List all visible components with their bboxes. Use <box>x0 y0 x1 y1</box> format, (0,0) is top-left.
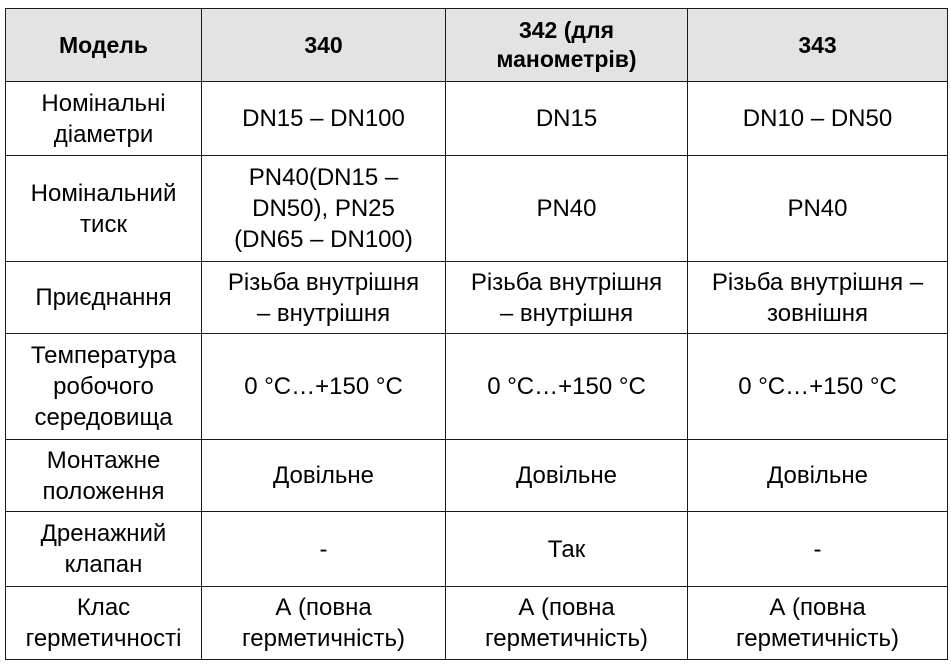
table-cell: PN40 <box>687 155 948 262</box>
table-cell: 0 °С…+150 °С <box>201 333 446 440</box>
table-row-temperature: Температура робочого середовища 0 °С…+15… <box>5 333 948 440</box>
table-cell: 0 °С…+150 °С <box>687 333 948 440</box>
table-cell: Різьба внутрішня – внутрішня <box>201 261 446 334</box>
table-row-drain-valve: Дренажний клапан - Так - <box>5 511 948 587</box>
table-cell: А (повна герметичність) <box>445 586 688 660</box>
table-cell: DN15 – DN100 <box>201 81 446 156</box>
table-cell: PN40 <box>445 155 688 262</box>
specifications-table: Модель 340 342 (для манометрів) 343 Номі… <box>5 8 948 660</box>
table-row-nominal-pressure: Номінальний тиск PN40(DN15 – DN50), PN25… <box>5 155 948 262</box>
table-cell: - <box>687 511 948 587</box>
table-row-connection: Приєднання Різьба внутрішня – внутрішня … <box>5 261 948 334</box>
table-cell: DN15 <box>445 81 688 156</box>
table-cell: - <box>201 511 446 587</box>
table-row-mounting-position: Монтажне положення Довільне Довільне Дов… <box>5 439 948 512</box>
header-model-342: 342 (для манометрів) <box>445 8 688 82</box>
table-cell: Довільне <box>201 439 446 512</box>
table-cell: PN40(DN15 – DN50), PN25 (DN65 – DN100) <box>201 155 446 262</box>
table-cell: Так <box>445 511 688 587</box>
row-label: Клас герметичності <box>5 586 202 660</box>
table-row-nominal-diameters: Номінальні діаметри DN15 – DN100 DN15 DN… <box>5 81 948 156</box>
row-label: Приєднання <box>5 261 202 334</box>
table-row-tightness-class: Клас герметичності А (повна герметичніст… <box>5 586 948 660</box>
table-cell: Різьба внутрішня – внутрішня <box>445 261 688 334</box>
table-cell: 0 °С…+150 °С <box>445 333 688 440</box>
row-label: Дренажний клапан <box>5 511 202 587</box>
table-cell: А (повна герметичність) <box>201 586 446 660</box>
table-cell: А (повна герметичність) <box>687 586 948 660</box>
header-model-343: 343 <box>687 8 948 82</box>
table-cell: DN10 – DN50 <box>687 81 948 156</box>
table-cell: Довільне <box>445 439 688 512</box>
header-row: Модель 340 342 (для манометрів) 343 <box>5 8 948 82</box>
table-cell: Довільне <box>687 439 948 512</box>
table-cell: Різьба внутрішня – зовнішня <box>687 261 948 334</box>
header-model: Модель <box>5 8 202 82</box>
row-label: Номінальний тиск <box>5 155 202 262</box>
row-label: Монтажне положення <box>5 439 202 512</box>
row-label: Номінальні діаметри <box>5 81 202 156</box>
row-label: Температура робочого середовища <box>5 333 202 440</box>
header-model-340: 340 <box>201 8 446 82</box>
